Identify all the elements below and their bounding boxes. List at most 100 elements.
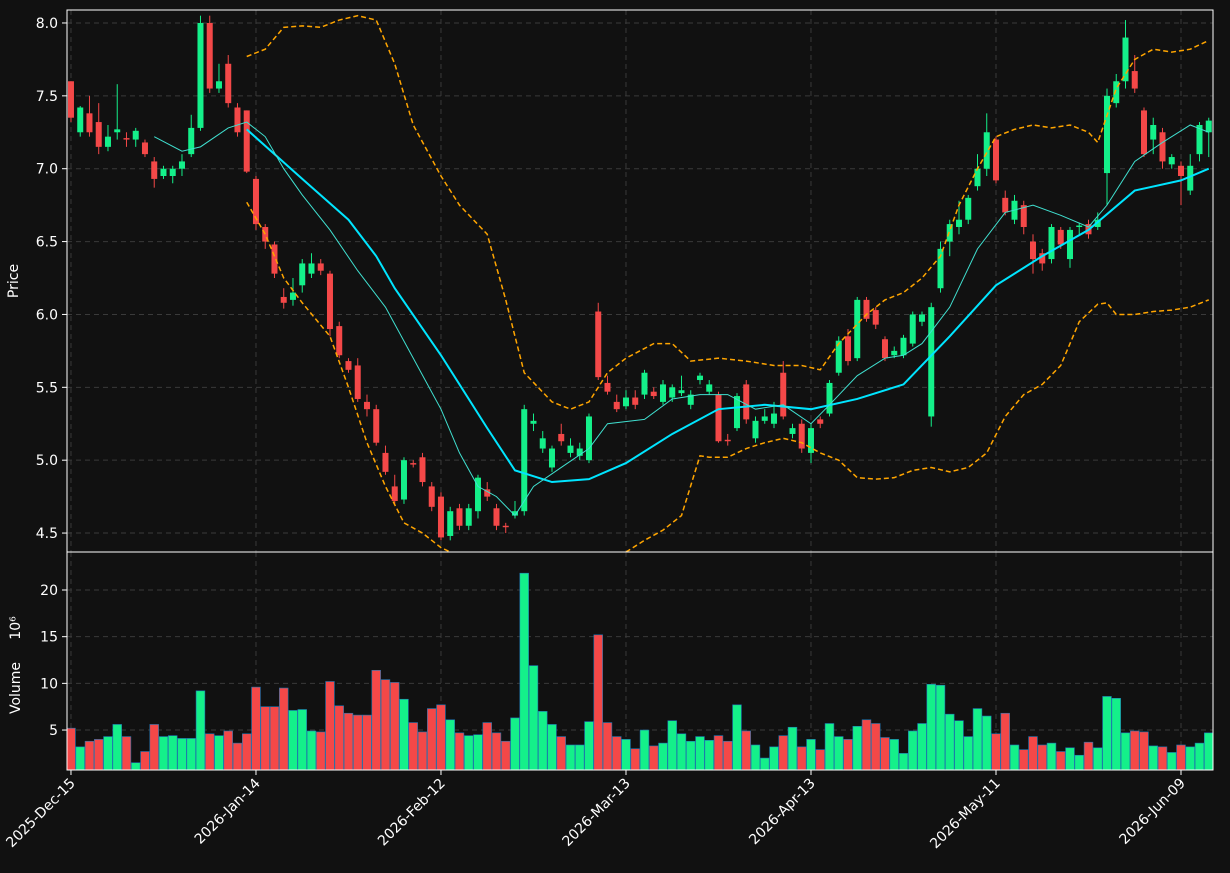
candle-body	[604, 382, 611, 392]
candle-body	[724, 439, 731, 442]
candle-body	[382, 452, 389, 472]
volume-bar	[1194, 742, 1205, 770]
volume-bar	[131, 762, 141, 770]
volume-bar	[390, 682, 400, 770]
candle-body	[706, 384, 713, 392]
volume-bar	[297, 709, 307, 770]
volume-bar	[223, 730, 233, 770]
volume-bar	[353, 714, 363, 770]
candle-body	[419, 457, 426, 483]
volume-bar	[686, 740, 696, 770]
volume-bar	[972, 708, 983, 770]
volume-bar	[380, 679, 391, 770]
volume-bar	[454, 732, 465, 770]
candle-body	[363, 401, 370, 410]
volume-bar	[362, 714, 372, 770]
candle-body	[484, 489, 491, 497]
volume-bar	[547, 724, 557, 770]
candle-body	[1196, 124, 1203, 155]
candle-body	[548, 448, 555, 468]
candle-body	[696, 375, 703, 381]
volume-bar	[750, 744, 761, 770]
candle-body	[280, 296, 287, 303]
volume-bar	[797, 746, 807, 770]
candle-body	[308, 263, 315, 274]
candle-body	[1187, 165, 1194, 191]
volume-bar	[945, 713, 955, 770]
volume-bar	[195, 690, 206, 770]
y-tick-label: 7.5	[36, 89, 58, 105]
volume-bar	[760, 757, 770, 770]
candle-body	[465, 508, 472, 526]
y-tick-label: 8.0	[36, 16, 58, 32]
volume-bar	[565, 744, 576, 770]
y-tick-label: 4.5	[36, 526, 58, 542]
volume-bar	[732, 704, 742, 770]
candle-body	[863, 299, 870, 319]
volume-bar	[67, 727, 76, 770]
y-tick-label: 6.0	[36, 307, 58, 323]
candle-body	[743, 384, 750, 420]
volume-bar	[269, 706, 280, 770]
candle-body	[632, 397, 639, 405]
candle-body	[160, 168, 167, 176]
candle-body	[206, 22, 213, 89]
candle-body	[437, 496, 444, 538]
candle-body	[336, 326, 343, 356]
candle-body	[1177, 165, 1184, 176]
volume-bar	[602, 722, 613, 770]
candle-body	[891, 350, 898, 356]
volume-bar	[84, 740, 95, 770]
candle-body	[965, 197, 972, 220]
candle-body	[641, 372, 648, 395]
candle-body	[521, 409, 528, 512]
candle-body	[428, 486, 435, 507]
volume-bar	[898, 753, 909, 770]
candle-body	[123, 138, 130, 140]
candle-body	[807, 428, 814, 453]
candle-body	[1205, 120, 1212, 133]
candle-body	[188, 127, 195, 155]
volume-bar	[667, 720, 677, 770]
candle-body	[456, 508, 463, 526]
candle-body	[1020, 205, 1027, 228]
volume-bar	[723, 740, 733, 770]
indicator-line	[246, 14, 1210, 410]
candle-body	[687, 394, 694, 405]
candle-body	[86, 113, 93, 133]
candle-body	[1029, 241, 1036, 260]
candle-body	[271, 244, 278, 274]
volume-bar	[427, 708, 437, 770]
candle-body	[567, 445, 574, 453]
candle-body	[928, 307, 935, 417]
candle-body	[798, 423, 805, 449]
y-tick-label: 20	[40, 583, 58, 599]
candle-body	[881, 339, 888, 359]
volume-bar	[417, 731, 428, 770]
volume-bar	[491, 732, 502, 770]
volume-bar	[695, 736, 705, 770]
volume-bar	[1065, 747, 1075, 770]
candle-body	[354, 365, 361, 399]
candle-body	[826, 382, 833, 414]
candle-body	[1150, 124, 1157, 140]
y-tick-label: 5.5	[36, 380, 58, 396]
volume-bar	[1130, 730, 1140, 770]
volume-bar	[778, 735, 788, 770]
candle-body	[558, 433, 565, 442]
volume-bar	[1037, 744, 1047, 770]
volume-bar	[482, 722, 492, 770]
candle-body	[1002, 197, 1009, 213]
volume-bar	[935, 684, 946, 770]
candle-body	[410, 463, 417, 465]
candle-body	[197, 22, 204, 128]
candle-body	[234, 107, 241, 133]
candle-body	[817, 419, 824, 424]
volume-bar	[473, 734, 483, 770]
candle-body	[299, 263, 306, 286]
candle-body	[622, 397, 629, 407]
volume-bar	[843, 739, 853, 770]
volume-bar	[445, 719, 455, 770]
volume-bar	[1148, 745, 1158, 770]
